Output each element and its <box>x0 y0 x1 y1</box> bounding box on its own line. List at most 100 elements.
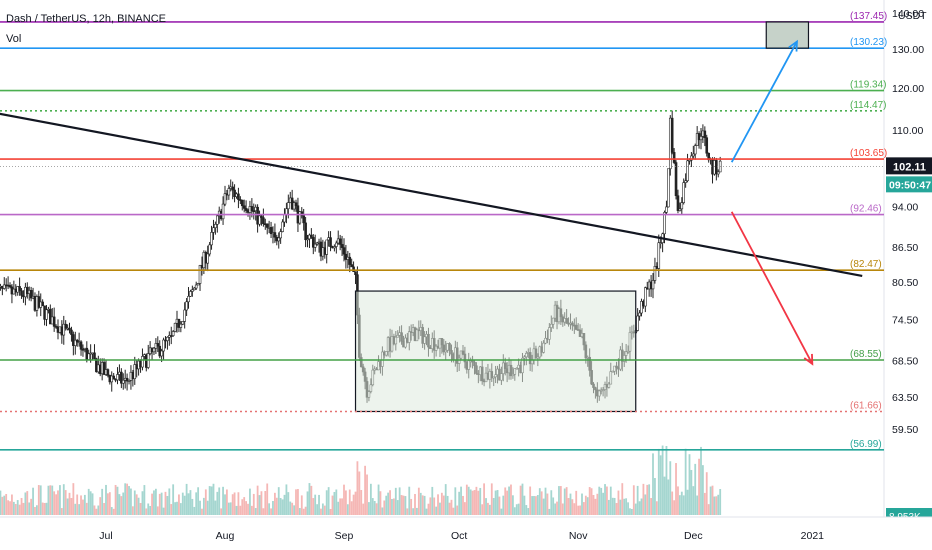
volume-bar <box>103 503 105 515</box>
volume-bar <box>250 505 253 515</box>
volume-bar <box>529 486 532 515</box>
candle <box>262 217 265 225</box>
time-tick-label: Sep <box>335 530 354 542</box>
volume-bar <box>492 498 495 515</box>
volume-bar <box>270 508 272 515</box>
candle <box>304 222 307 241</box>
trendline[interactable] <box>0 112 863 277</box>
volume-bar <box>719 489 722 515</box>
volume-bar <box>465 484 468 515</box>
candle <box>206 253 210 264</box>
volume-bar <box>176 501 178 515</box>
candle <box>281 221 284 232</box>
volume-bar <box>531 496 533 515</box>
volume-bar <box>700 446 702 515</box>
candle <box>340 244 344 248</box>
candle <box>75 339 79 343</box>
volume-bar <box>536 495 539 515</box>
price-axis-panel[interactable] <box>884 0 932 550</box>
last-price-value: 102.11 <box>893 161 926 173</box>
volume-indicator-label[interactable]: Vol <box>6 33 22 45</box>
volume-bar <box>37 485 40 515</box>
volume-bar <box>638 501 641 515</box>
volume-bar <box>59 485 61 515</box>
volume-bar <box>636 485 639 515</box>
time-axis-panel[interactable] <box>0 517 932 550</box>
volume-bar <box>153 490 155 515</box>
volume-bar <box>713 496 716 515</box>
volume-bar <box>272 500 274 515</box>
volume-bar <box>316 504 319 515</box>
candle <box>273 232 277 238</box>
volume-bar <box>360 490 363 515</box>
volume-bar <box>607 499 610 515</box>
candle <box>227 188 231 196</box>
candle <box>310 234 313 238</box>
candle <box>216 215 219 225</box>
arrow-down[interactable] <box>730 211 814 365</box>
time-tick-label: 2021 <box>801 530 825 542</box>
volume-bar <box>208 486 211 515</box>
volume-bar <box>66 498 69 515</box>
volume-bar <box>561 503 564 515</box>
level-price-label: (61.66) <box>850 400 882 411</box>
volume-bar <box>642 483 645 515</box>
volume-bar <box>671 491 674 515</box>
volume-bar <box>698 458 700 515</box>
volume-bar <box>619 499 622 515</box>
candle <box>102 362 106 375</box>
volume-bar <box>644 494 647 515</box>
volume-bar <box>78 504 81 515</box>
range-box[interactable] <box>354 290 637 413</box>
arrow-up[interactable] <box>730 41 798 163</box>
candle <box>678 208 682 211</box>
volume-bar <box>43 502 46 515</box>
candle <box>690 155 693 161</box>
volume-bar <box>133 490 136 515</box>
time-tick-label: Aug <box>216 530 235 542</box>
volume-bar <box>256 485 259 515</box>
candle <box>663 212 666 235</box>
volume-bar <box>166 495 169 515</box>
volume-bar <box>481 504 484 515</box>
volume-bar <box>283 494 286 515</box>
volume-bar <box>387 492 390 515</box>
candle <box>244 208 248 211</box>
candle <box>703 130 707 139</box>
candle <box>688 159 691 162</box>
candle <box>665 206 668 213</box>
volume-bar <box>563 488 566 515</box>
volume-bar <box>216 491 219 515</box>
volume-bar <box>156 506 159 515</box>
volume-bar <box>709 486 712 515</box>
candle <box>166 336 169 341</box>
volume-bar <box>368 502 370 515</box>
candle <box>242 205 246 209</box>
candle <box>18 286 21 292</box>
volume-bar <box>162 507 165 515</box>
candle <box>20 290 23 296</box>
volume-bar <box>625 498 628 515</box>
volume-bar <box>28 502 31 515</box>
volume-bar <box>533 496 535 515</box>
candle <box>333 246 336 249</box>
volume-bar <box>703 492 706 515</box>
volume-bar <box>523 495 526 515</box>
candle <box>640 301 643 314</box>
volume-bar <box>613 497 616 515</box>
volume-bar <box>72 483 75 515</box>
volume-bar <box>348 489 351 515</box>
volume-bar <box>483 483 485 515</box>
target-box[interactable] <box>765 21 810 49</box>
candle <box>240 199 244 207</box>
volume-bar <box>95 508 98 515</box>
candle <box>306 238 309 241</box>
candle <box>313 243 317 248</box>
candle <box>187 295 190 303</box>
volume-bar <box>433 497 436 515</box>
candle <box>682 182 686 203</box>
volume-bar <box>412 508 414 515</box>
candle <box>302 215 305 224</box>
volume-bar <box>124 483 127 515</box>
